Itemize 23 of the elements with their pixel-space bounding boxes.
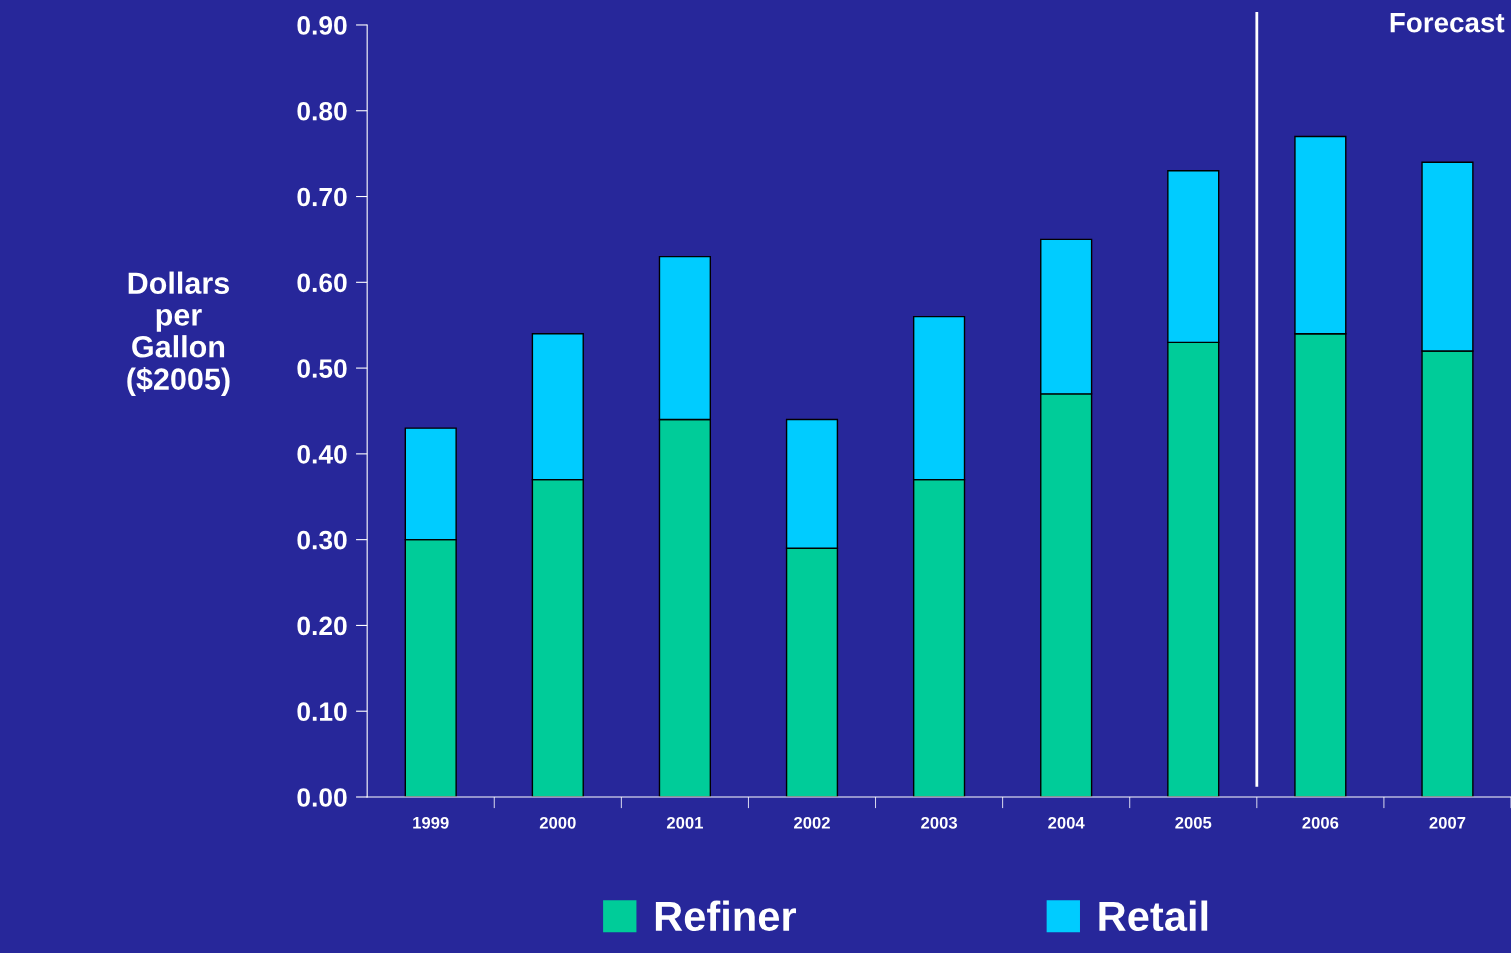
legend-label: Retail: [1099, 900, 1208, 932]
y-tick-label: 0.90: [297, 16, 347, 35]
legend-label: Refiner: [655, 900, 797, 932]
y-tick-label: 0.40: [297, 445, 347, 464]
y-tick-label: 0.00: [297, 788, 347, 807]
x-tick-label: 2002: [794, 816, 830, 829]
y-tick-label: 0.20: [297, 616, 347, 636]
y-tick-label: 0.10: [297, 702, 347, 722]
y-tick-label: 0.50: [297, 359, 347, 378]
x-tick-label: 1999: [413, 816, 449, 829]
y-tick-label: 0.60: [297, 273, 347, 293]
x-tick-label: 2004: [1048, 816, 1085, 829]
x-tick-label: 2003: [921, 816, 958, 829]
x-tick-label: 2001: [666, 816, 703, 829]
y-tick-label: 0.70: [297, 187, 347, 207]
annotation: Forecast: [1390, 13, 1505, 33]
y-tick-label: 0.80: [297, 101, 347, 121]
x-tick-label: 2000: [539, 816, 576, 829]
x-tick-label: 2007: [1429, 816, 1466, 829]
y-axis-title: Dollars per Gallon ($2005): [127, 271, 230, 397]
x-tick-label: 2005: [1175, 816, 1212, 829]
x-tick-label: 2006: [1302, 816, 1339, 829]
y-tick-label: 0.30: [297, 530, 347, 550]
